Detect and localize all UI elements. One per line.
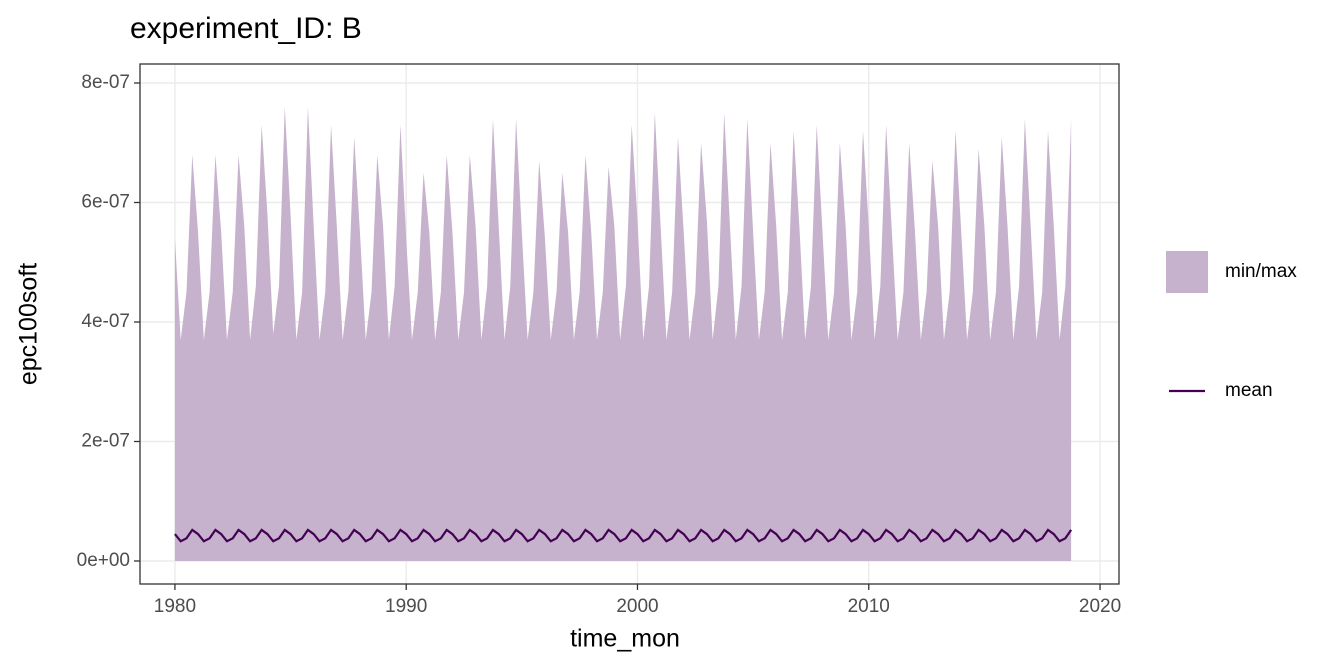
chart-title: experiment_ID: B [130,12,362,45]
y-tick-label: 0e+00 [77,550,130,571]
min-max-ribbon [174,106,1072,561]
panel-border [139,63,1120,585]
legend-label: min/max [1225,261,1297,282]
plot-marks [174,106,1073,561]
y-tick-label: 8e-07 [81,72,130,93]
y-tick-label: 4e-07 [81,311,130,332]
x-tick-label: 2020 [1079,596,1121,617]
x-tick-label: 1980 [154,596,196,617]
x-tick-label: 1990 [385,596,427,617]
x-axis-title: time_mon [570,625,680,653]
legend-key [1166,251,1208,293]
y-tick-label: 6e-07 [81,192,130,213]
mean-line [174,528,1073,543]
axes: 0e+00 2e-07 4e-07 6e-07 8e-07 1980 1990 2000 201… [77,72,1122,617]
legend: min/max mean [1166,251,1297,401]
x-tick-label: 2000 [616,596,658,617]
y-axis-title: epc100soft [15,263,43,385]
legend-label: mean [1225,380,1273,401]
y-tick-label: 2e-07 [81,431,130,452]
x-tick-label: 2010 [848,596,890,617]
